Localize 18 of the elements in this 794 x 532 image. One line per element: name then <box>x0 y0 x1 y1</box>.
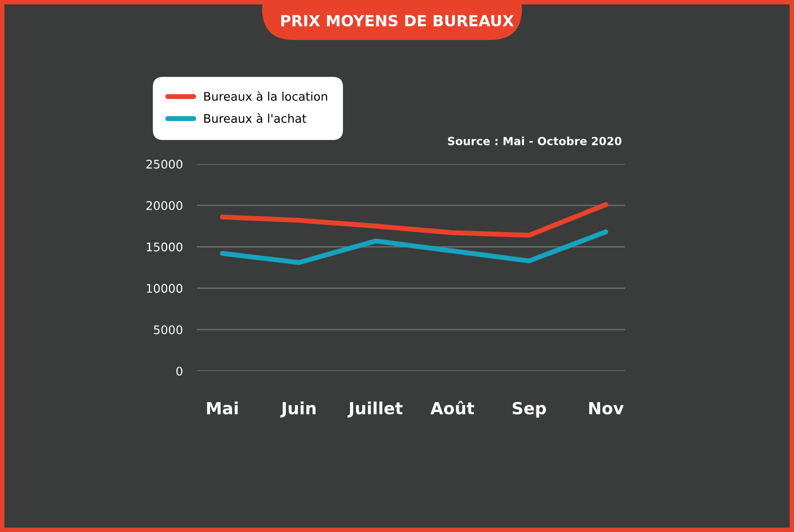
y-tick-label: 0 <box>176 366 182 376</box>
y-tick-label: 25000 <box>146 160 182 169</box>
legend-label: Bureaux à la location <box>204 91 328 101</box>
y-tick-label: 10000 <box>146 284 182 293</box>
x-tick-label: Sep <box>512 402 546 418</box>
x-tick-label: Mai <box>207 402 238 414</box>
line-series <box>220 229 608 265</box>
y-tick-label: 20000 <box>146 201 182 210</box>
x-tick-label: Juillet <box>348 402 403 418</box>
legend-label: Bureaux à l'achat <box>204 113 306 123</box>
x-tick-label: Nov <box>589 402 624 414</box>
y-tick-label: 15000 <box>146 242 182 252</box>
x-tick-label: Juin <box>280 402 316 418</box>
source-note: Source : Mai - Octobre 2020 <box>448 136 622 146</box>
line-series <box>220 202 608 238</box>
y-tick-label: 5000 <box>154 325 182 334</box>
chart-title: PRIX MOYENS DE BUREAUX <box>281 14 514 26</box>
x-tick-label: Août <box>430 400 474 414</box>
